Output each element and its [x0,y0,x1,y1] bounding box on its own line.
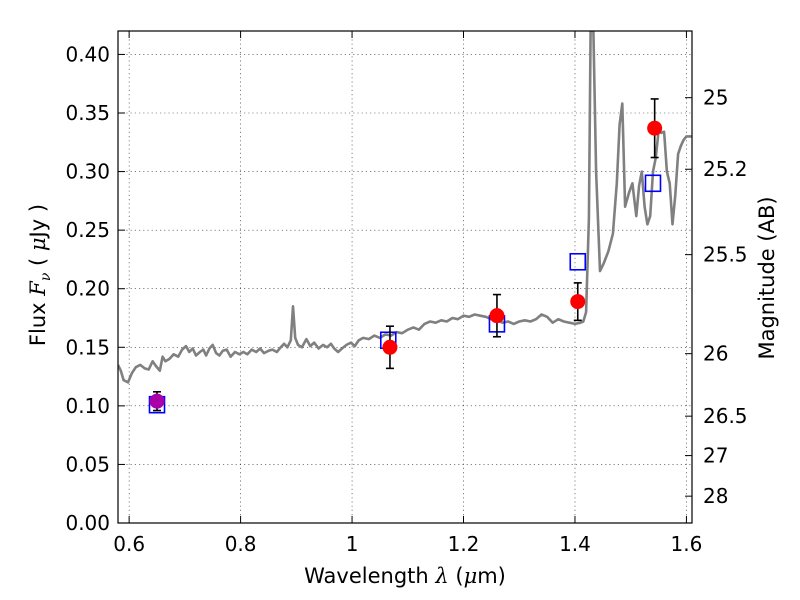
y-tick-label: 0.05 [65,452,110,476]
y-tick-label: 0.20 [65,277,110,301]
observed-photometry-point [489,308,505,324]
y2-tick-label: 26 [703,342,728,366]
y2-tick-label: 28 [703,484,728,508]
x-tick-label: 0.6 [113,532,145,556]
y-tick-label: 0.35 [65,101,110,125]
observed-photometry-point [149,393,165,409]
grid-lines [118,31,692,524]
x-axis-label: Wavelength λ (μm) [304,564,506,588]
x-tick-label: 1.6 [671,532,703,556]
y-axis-label: Flux Fν ( μJy ) [26,204,54,346]
observed-photometry-point [647,120,663,136]
y2-tick-label: 25.5 [703,243,748,267]
x-tick-label: 1.2 [448,532,480,556]
model-photometry-point [644,174,662,193]
y2-tick-label: 26.5 [703,404,748,428]
y2-tick-label: 25.2 [703,157,748,181]
observed-photometry-point [382,339,398,355]
plot-series [118,31,692,414]
observed-photometry-point [570,294,586,310]
model-spectrum-line [118,31,692,384]
y2-tick-label: 25 [703,86,728,110]
y-tick-label: 0.30 [65,160,110,184]
y-tick-label: 0.25 [65,218,110,242]
y-tick-label: 0.15 [65,335,110,359]
y2-tick-label: 27 [703,444,728,468]
plot-area [118,31,692,414]
y-tick-label: 0.10 [65,394,110,418]
x-tick-label: 1 [346,532,359,556]
y-tick-label: 0.40 [65,42,110,66]
x-tick-label: 1.4 [559,532,591,556]
y2-axis-label: Magnitude (AB) [755,196,779,359]
axis-ticks: 0.6 0.8 1 1.2 1.4 1.6 0.00 0.05 0.10 0.15 0.20 0.25… [65,31,748,556]
model-photometry-point [569,252,587,271]
x-tick-label: 0.8 [225,532,257,556]
plot-frame [117,30,693,524]
y-tick-label: 0.00 [65,511,110,535]
